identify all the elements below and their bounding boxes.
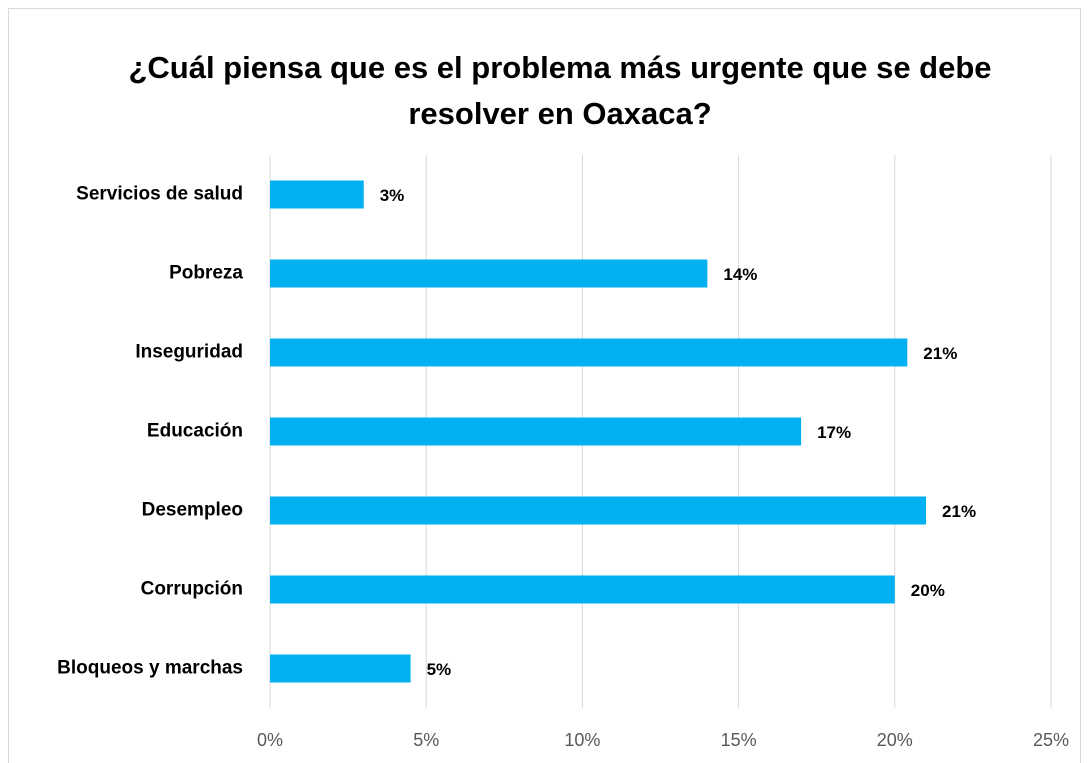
x-tick-label: 20% [877, 730, 913, 750]
y-tick-label: Inseguridad [135, 342, 243, 363]
bar [270, 259, 708, 288]
bar [270, 575, 895, 604]
y-tick-label: Desempleo [142, 500, 243, 521]
data-label: 3% [380, 186, 405, 205]
data-label: 17% [817, 423, 851, 442]
y-tick-label: Servicios de salud [76, 184, 243, 205]
data-label: 5% [427, 660, 452, 679]
data-label: 14% [723, 265, 757, 284]
x-tick-label: 15% [721, 730, 757, 750]
data-label: 21% [923, 344, 957, 363]
y-tick-label: Pobreza [169, 263, 243, 284]
bar [270, 496, 927, 525]
data-label: 20% [911, 581, 945, 600]
x-tick-label: 10% [564, 730, 600, 750]
x-tick-label: 0% [257, 730, 283, 750]
bar [270, 180, 364, 209]
y-tick-label: Corrupción [141, 579, 243, 600]
y-tick-label: Educación [147, 421, 243, 442]
chart-border [8, 8, 1081, 763]
bar [270, 654, 411, 683]
x-tick-label: 25% [1033, 730, 1069, 750]
bar [270, 417, 802, 446]
y-tick-label: Bloqueos y marchas [57, 658, 243, 679]
data-label: 21% [942, 502, 976, 521]
bar [270, 338, 908, 367]
chart-title: ¿Cuál piensa que es el problema más urge… [128, 50, 992, 131]
x-tick-label: 5% [413, 730, 439, 750]
